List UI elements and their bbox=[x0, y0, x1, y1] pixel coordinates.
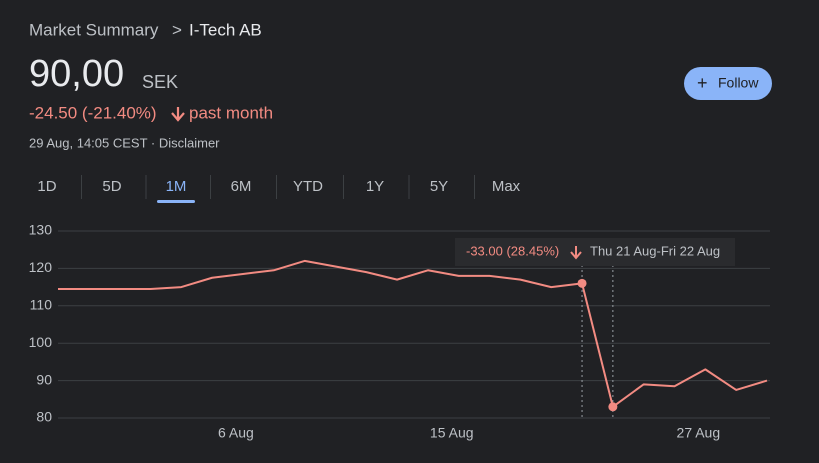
y-tick-label: 80 bbox=[36, 409, 52, 425]
y-tick-label: 130 bbox=[29, 222, 53, 238]
y-tick-label: 100 bbox=[29, 334, 53, 350]
breadcrumb-separator: > bbox=[172, 20, 182, 39]
change-period: past month bbox=[189, 103, 273, 122]
tab[interactable]: 1D bbox=[37, 178, 56, 195]
x-tick-label: 27 Aug bbox=[677, 425, 721, 441]
tab[interactable]: 1M bbox=[166, 178, 187, 195]
tabs: 1D 5D 1M 6M YTD 1Y 5Y Max bbox=[37, 175, 521, 203]
tab[interactable]: 5Y bbox=[430, 178, 448, 195]
chart: 80 90 100 110 120 130 6 Aug 15 Aug 27 Aug -33.00 … bbox=[29, 222, 770, 441]
price-line bbox=[58, 259, 768, 408]
breadcrumb-current: I-Tech AB bbox=[189, 20, 262, 39]
tab[interactable]: 1Y bbox=[366, 178, 384, 195]
tab[interactable]: YTD bbox=[293, 178, 323, 195]
tab[interactable]: 6M bbox=[231, 178, 252, 195]
price-change: -24.50 (-21.40%) bbox=[29, 103, 157, 122]
selection-point bbox=[608, 402, 618, 412]
down-arrow bbox=[171, 107, 185, 122]
tab-underline bbox=[157, 200, 195, 203]
tab[interactable]: 5D bbox=[102, 178, 121, 195]
tooltip-arrow bbox=[570, 246, 582, 260]
follow-button[interactable]: + Follow bbox=[684, 67, 772, 100]
x-tick-label: 15 Aug bbox=[430, 425, 474, 441]
breadcrumb-parent[interactable]: Market Summary bbox=[29, 20, 159, 39]
y-tick-label: 90 bbox=[36, 371, 52, 387]
x-tick-label: 6 Aug bbox=[218, 425, 254, 441]
selection-point bbox=[577, 278, 587, 288]
y-tick-label: 120 bbox=[29, 259, 53, 275]
follow-icon[interactable]: + bbox=[697, 73, 708, 93]
timestamp: 29 Aug, 14:05 CEST · Disclaimer bbox=[29, 135, 220, 150]
tooltip-change: -33.00 (28.45%) bbox=[466, 243, 559, 258]
y-tick-label: 110 bbox=[30, 297, 53, 313]
tooltip-period: Thu 21 Aug-Fri 22 Aug bbox=[590, 243, 720, 258]
follow-button-bg[interactable] bbox=[684, 67, 772, 100]
follow-label[interactable]: Follow bbox=[718, 75, 759, 91]
tooltip-bg bbox=[455, 238, 735, 266]
price: 90,00 bbox=[29, 53, 124, 95]
tab[interactable]: Max bbox=[492, 178, 521, 195]
currency: SEK bbox=[142, 72, 178, 92]
